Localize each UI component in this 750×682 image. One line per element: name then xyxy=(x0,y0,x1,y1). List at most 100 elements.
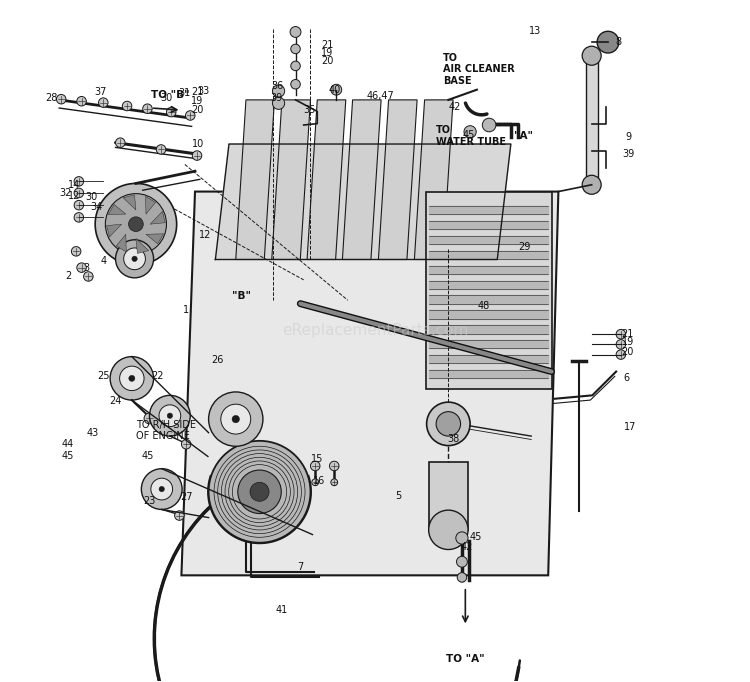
Text: 23: 23 xyxy=(143,496,156,506)
Text: 48: 48 xyxy=(478,301,490,311)
Text: 30: 30 xyxy=(160,93,172,103)
Circle shape xyxy=(272,85,285,97)
Circle shape xyxy=(98,98,108,107)
Text: 12: 12 xyxy=(68,191,80,201)
Text: 24: 24 xyxy=(110,396,122,406)
Circle shape xyxy=(74,188,83,198)
Circle shape xyxy=(156,145,166,154)
Text: 31: 31 xyxy=(178,88,191,98)
Text: 43: 43 xyxy=(87,428,99,439)
Text: 37: 37 xyxy=(94,87,106,98)
Text: 20: 20 xyxy=(622,347,634,357)
Text: 33: 33 xyxy=(198,86,210,96)
Circle shape xyxy=(149,396,190,436)
Circle shape xyxy=(464,125,476,138)
Circle shape xyxy=(159,486,164,492)
Text: 16: 16 xyxy=(314,476,326,486)
Circle shape xyxy=(291,44,300,54)
Circle shape xyxy=(272,97,285,109)
Polygon shape xyxy=(150,211,165,224)
Polygon shape xyxy=(236,100,274,259)
Circle shape xyxy=(232,415,239,423)
Polygon shape xyxy=(123,195,136,210)
Circle shape xyxy=(119,366,144,391)
Text: 25: 25 xyxy=(97,371,109,381)
Circle shape xyxy=(427,402,470,445)
Circle shape xyxy=(436,412,460,436)
Circle shape xyxy=(116,138,125,147)
Text: 5: 5 xyxy=(396,491,402,501)
Circle shape xyxy=(128,217,143,231)
Circle shape xyxy=(291,80,300,89)
Text: 42: 42 xyxy=(460,542,473,552)
Circle shape xyxy=(124,248,146,269)
Text: 38: 38 xyxy=(447,434,459,444)
Text: 45: 45 xyxy=(470,531,482,542)
Text: 20: 20 xyxy=(321,56,334,66)
Circle shape xyxy=(110,357,154,400)
Text: 45: 45 xyxy=(62,451,74,462)
Text: 26: 26 xyxy=(211,355,223,365)
Text: 29: 29 xyxy=(518,242,530,252)
Circle shape xyxy=(482,118,496,132)
Circle shape xyxy=(122,101,132,110)
Text: 4: 4 xyxy=(100,256,106,266)
Polygon shape xyxy=(182,192,559,576)
Circle shape xyxy=(56,94,66,104)
Text: 27: 27 xyxy=(181,492,193,502)
Polygon shape xyxy=(343,100,381,259)
Circle shape xyxy=(331,85,342,95)
Text: 39: 39 xyxy=(271,93,283,103)
Circle shape xyxy=(616,350,626,359)
Circle shape xyxy=(105,194,166,255)
Polygon shape xyxy=(136,239,148,254)
Circle shape xyxy=(220,404,251,434)
Text: TO "B": TO "B" xyxy=(151,90,190,100)
Text: 17: 17 xyxy=(624,421,637,432)
Polygon shape xyxy=(379,100,417,259)
Circle shape xyxy=(457,557,467,567)
Text: 3: 3 xyxy=(83,263,89,273)
Circle shape xyxy=(456,532,468,544)
Text: 21: 21 xyxy=(321,40,334,50)
Circle shape xyxy=(71,247,81,256)
Text: 2: 2 xyxy=(64,271,71,281)
Text: 35: 35 xyxy=(303,105,315,115)
Circle shape xyxy=(310,461,320,471)
Circle shape xyxy=(209,392,263,446)
Circle shape xyxy=(159,405,181,426)
Polygon shape xyxy=(146,196,155,214)
Text: 39: 39 xyxy=(622,149,634,158)
Circle shape xyxy=(95,183,177,265)
Text: 40: 40 xyxy=(328,85,340,95)
Bar xyxy=(426,192,551,389)
Text: 32: 32 xyxy=(60,188,72,198)
Text: 45: 45 xyxy=(141,451,154,462)
Circle shape xyxy=(331,479,338,486)
Polygon shape xyxy=(116,234,126,252)
Circle shape xyxy=(166,107,176,117)
Text: 41: 41 xyxy=(275,605,287,615)
Circle shape xyxy=(83,271,93,281)
Text: 10: 10 xyxy=(192,139,205,149)
Circle shape xyxy=(129,375,135,381)
Circle shape xyxy=(582,46,602,65)
Circle shape xyxy=(167,413,172,419)
Circle shape xyxy=(185,110,195,120)
Circle shape xyxy=(312,479,319,486)
Circle shape xyxy=(290,27,301,38)
Polygon shape xyxy=(272,100,310,259)
Polygon shape xyxy=(307,100,346,259)
Circle shape xyxy=(582,175,602,194)
Circle shape xyxy=(141,469,182,509)
Text: 20: 20 xyxy=(190,105,203,115)
Text: 12: 12 xyxy=(199,230,211,240)
Text: 21: 21 xyxy=(622,329,634,339)
Circle shape xyxy=(238,470,281,514)
Circle shape xyxy=(142,104,152,113)
Bar xyxy=(429,462,468,530)
Text: 6: 6 xyxy=(623,373,629,383)
Circle shape xyxy=(209,441,310,543)
Circle shape xyxy=(151,478,172,500)
Text: 1: 1 xyxy=(183,305,189,315)
